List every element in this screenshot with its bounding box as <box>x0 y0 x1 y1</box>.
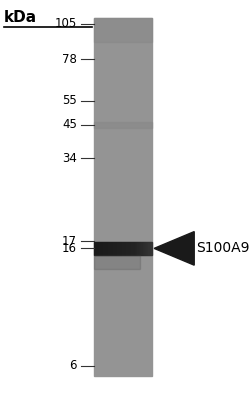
Bar <box>104 242 105 255</box>
Bar <box>94 255 140 269</box>
Bar <box>100 242 101 255</box>
Text: 16: 16 <box>62 242 77 255</box>
Bar <box>141 242 142 255</box>
Bar <box>103 242 104 255</box>
Bar <box>101 242 102 255</box>
Text: 55: 55 <box>62 94 77 107</box>
Bar <box>123 242 124 255</box>
Polygon shape <box>154 232 194 265</box>
Bar <box>107 242 108 255</box>
Bar <box>99 242 100 255</box>
Text: 78: 78 <box>62 52 77 66</box>
Bar <box>106 242 107 255</box>
Bar <box>94 122 152 128</box>
Bar <box>143 242 144 255</box>
Bar <box>120 242 121 255</box>
Text: 17: 17 <box>62 235 77 248</box>
Bar <box>151 242 152 255</box>
Bar <box>94 242 95 255</box>
Bar <box>115 242 116 255</box>
Bar <box>149 242 150 255</box>
Bar <box>135 242 136 255</box>
Bar <box>109 242 110 255</box>
Bar <box>137 242 138 255</box>
Bar <box>110 242 111 255</box>
Text: 6: 6 <box>69 359 77 372</box>
Bar <box>126 242 127 255</box>
Bar <box>94 18 152 42</box>
Bar <box>136 242 137 255</box>
Bar <box>145 242 146 255</box>
Bar <box>142 242 143 255</box>
Bar <box>94 18 152 376</box>
Bar <box>128 242 129 255</box>
Bar <box>96 242 97 255</box>
Text: 45: 45 <box>62 118 77 131</box>
Bar <box>95 242 96 255</box>
Bar <box>98 242 99 255</box>
Bar <box>122 242 123 255</box>
Bar <box>121 242 122 255</box>
Bar <box>148 242 149 255</box>
Bar <box>119 242 120 255</box>
Bar <box>133 242 134 255</box>
Bar <box>108 242 109 255</box>
Bar <box>124 242 125 255</box>
Bar <box>97 242 98 255</box>
Bar <box>112 242 113 255</box>
Bar <box>113 242 114 255</box>
Text: 105: 105 <box>54 17 77 30</box>
Bar <box>134 242 135 255</box>
Text: S100A9: S100A9 <box>196 241 249 255</box>
Text: 34: 34 <box>62 152 77 165</box>
Bar <box>144 242 145 255</box>
Bar <box>140 242 141 255</box>
Bar <box>114 242 115 255</box>
Bar <box>130 242 131 255</box>
Bar <box>125 242 126 255</box>
Text: kDa: kDa <box>4 10 37 25</box>
Bar <box>116 242 117 255</box>
Bar <box>138 242 139 255</box>
Bar <box>150 242 151 255</box>
Bar <box>131 242 132 255</box>
Bar <box>105 242 106 255</box>
Bar <box>118 242 119 255</box>
Bar <box>127 242 128 255</box>
Bar <box>129 242 130 255</box>
Bar <box>139 242 140 255</box>
Bar <box>147 242 148 255</box>
Bar <box>132 242 133 255</box>
Bar <box>111 242 112 255</box>
Bar <box>146 242 147 255</box>
Bar <box>102 242 103 255</box>
